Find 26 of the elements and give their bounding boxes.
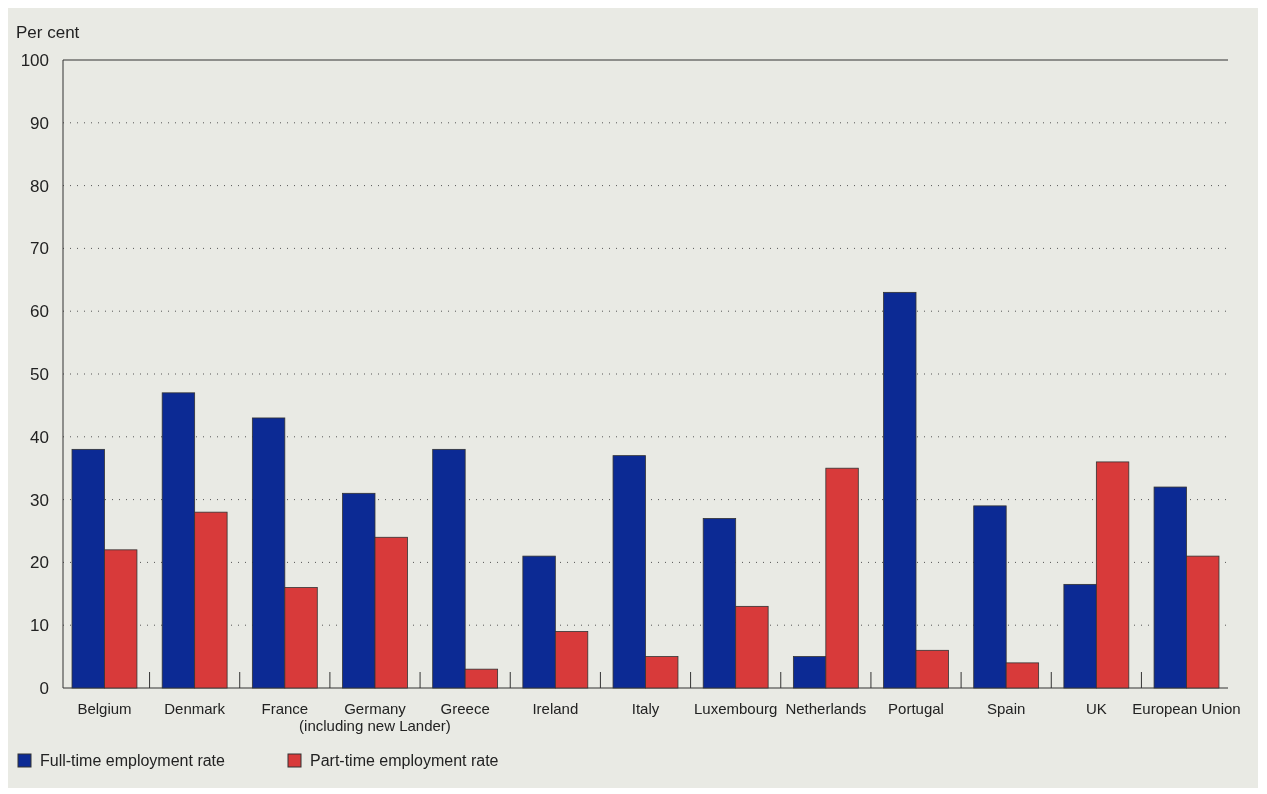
legend-label: Part-time employment rate [310, 751, 499, 769]
x-tick-label: Ireland [532, 700, 579, 717]
x-tick-label: Luxembourg [693, 700, 778, 717]
x-tick-label: France [261, 700, 309, 717]
y-tick-label: 90 [30, 113, 49, 133]
y-tick-label: 80 [30, 176, 49, 196]
y-tick-label: 20 [30, 553, 49, 573]
y-tick-label: 100 [20, 50, 49, 70]
legend-label: Full-time employment rate [40, 751, 226, 769]
x-tick-label: Italy [631, 700, 660, 717]
y-tick-label: 40 [30, 427, 49, 447]
y-tick-label: 0 [39, 678, 49, 698]
x-tick-label: Netherlands [785, 700, 867, 717]
x-tick-label: Greece [440, 700, 490, 717]
y-tick-label: 70 [30, 239, 49, 259]
x-tick-label: Belgium [77, 700, 132, 717]
x-tick-label: Spain [986, 700, 1026, 717]
x-tick-label: UK [1085, 700, 1107, 717]
x-tick-label: Denmark [164, 700, 226, 717]
y-axis-title: Per cent [16, 23, 80, 42]
x-tick-label: Portugal [888, 700, 944, 717]
y-tick-label: 10 [30, 616, 49, 636]
y-tick-label: 50 [30, 364, 49, 384]
y-tick-label: 60 [30, 302, 49, 322]
y-tick-label: 30 [30, 490, 49, 510]
x-tick-label: European Union [1132, 700, 1241, 717]
